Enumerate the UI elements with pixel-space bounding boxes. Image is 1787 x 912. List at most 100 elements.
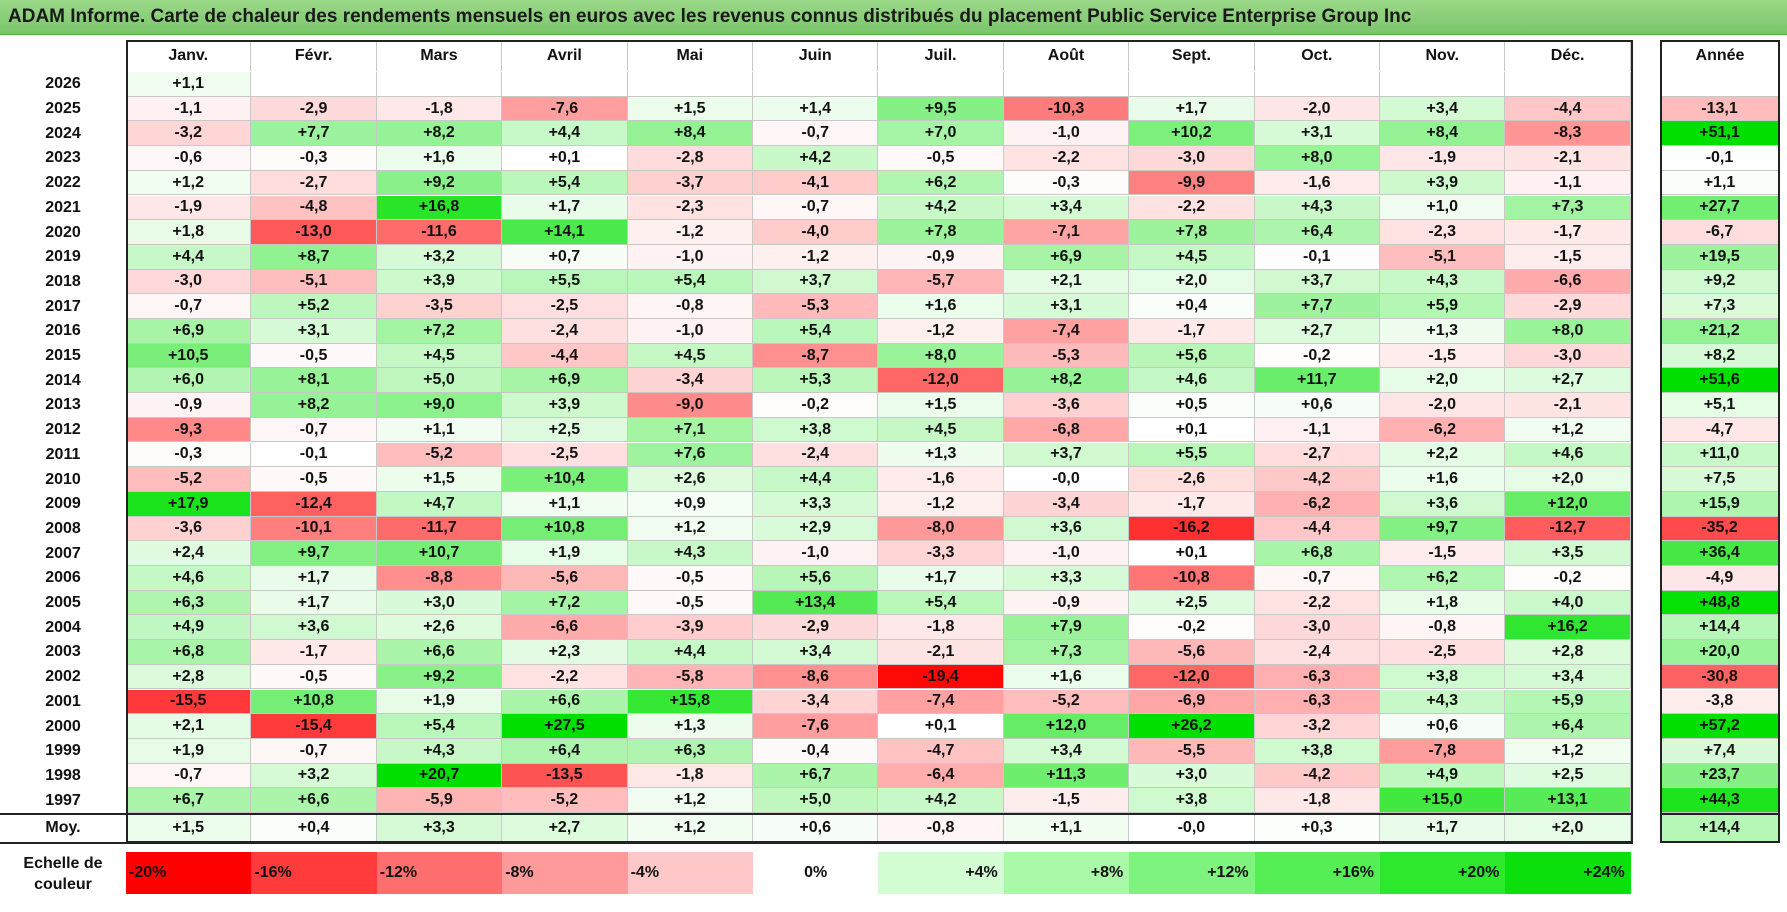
heatmap-cell: +5,4 — [627, 269, 753, 295]
year-label: 2018 — [45, 272, 81, 290]
heatmap-cell: -2,2 — [1129, 195, 1255, 221]
heatmap-cell: -1,1 — [1254, 417, 1380, 443]
heatmap-cell: +10,8 — [251, 689, 377, 715]
annual-cell: +7,4 — [1660, 738, 1780, 764]
heatmap-cell: +3,3 — [753, 491, 879, 517]
color-scale-swatch: +12% — [1129, 852, 1255, 894]
month-header: Mai — [628, 40, 753, 71]
average-label: Moy. — [45, 819, 81, 836]
heatmap-cell: +2,7 — [1505, 368, 1631, 394]
heatmap-cell: +6,6 — [502, 689, 628, 715]
annual-cell: +7,3 — [1660, 294, 1780, 319]
heatmap-cell: +0,1 — [1129, 541, 1255, 566]
heatmap-cell: -8,6 — [753, 664, 879, 690]
heatmap-cell: +3,1 — [1003, 294, 1130, 319]
heatmap-cell: +4,0 — [1505, 590, 1631, 616]
heatmap-cell: +4,7 — [376, 491, 503, 517]
heatmap-cell: +20,7 — [376, 763, 503, 789]
heatmap-cell: +7,0 — [878, 121, 1004, 147]
heatmap-cell: +1,7 — [251, 566, 377, 591]
heatmap-cell: -19,4 — [878, 664, 1004, 690]
heatmap-cell: +5,2 — [251, 294, 377, 319]
heatmap-cell: +8,2 — [376, 121, 503, 147]
year-label: 2004 — [45, 618, 81, 636]
color-scale-swatch: -12% — [376, 852, 503, 894]
heatmap-cell: -9,3 — [126, 417, 252, 443]
heatmap-cell: -1,9 — [1380, 146, 1506, 171]
heatmap-cell: +2,8 — [126, 664, 252, 690]
heatmap-cell: -2,3 — [627, 195, 753, 221]
heatmap-cell: +2,2 — [1380, 442, 1506, 468]
heatmap-cell: -0,6 — [126, 146, 252, 171]
heatmap-cell: +6,4 — [502, 738, 628, 764]
annual-cell: +5,1 — [1660, 393, 1780, 418]
heatmap-cell — [1254, 72, 1380, 97]
year-label: 2016 — [45, 322, 81, 340]
heatmap-cell: +7,7 — [1254, 294, 1380, 319]
heatmap-cell: -8,7 — [753, 343, 879, 369]
annual-cell: +57,2 — [1660, 714, 1780, 739]
heatmap-cell: -3,0 — [1505, 343, 1631, 369]
heatmap-cell: +3,2 — [376, 244, 503, 270]
heatmap-cell: +8,0 — [1254, 146, 1380, 171]
heatmap-cell: +2,7 — [1254, 319, 1380, 344]
heatmap-cell: -1,1 — [1505, 170, 1631, 196]
annual-cell: +48,8 — [1660, 590, 1780, 616]
heatmap-cell: -2,8 — [627, 146, 753, 171]
heatmap-cell: -4,4 — [1254, 516, 1380, 542]
heatmap-cell: +2,6 — [376, 615, 503, 641]
heatmap-cell: +10,2 — [1129, 121, 1255, 147]
heatmap-cell: +1,5 — [878, 393, 1004, 418]
month-header: Avril — [502, 40, 628, 71]
heatmap-cell: -0,9 — [126, 393, 252, 418]
heatmap-cell: -2,5 — [1380, 640, 1506, 665]
year-label: 2001 — [45, 692, 81, 710]
heatmap-cell: +5,0 — [376, 368, 503, 394]
heatmap-cell: +8,0 — [878, 343, 1004, 369]
average-annual-cell: +14,4 — [1660, 814, 1780, 842]
average-cell: +0,6 — [753, 814, 879, 842]
heatmap-cell: -1,7 — [1505, 220, 1631, 245]
heatmap-cell: -5,9 — [376, 788, 503, 813]
heatmap-cell: -0,5 — [251, 664, 377, 690]
heatmap-cell: -2,1 — [1505, 146, 1631, 171]
heatmap-cell: +9,2 — [376, 664, 503, 690]
heatmap-cell: +26,2 — [1129, 714, 1255, 739]
heatmap-cell: -5,8 — [627, 664, 753, 690]
heatmap-cell — [753, 72, 879, 97]
heatmap-cell: +4,2 — [878, 195, 1004, 221]
average-cell: +0,3 — [1254, 814, 1380, 842]
heatmap-cell: -5,3 — [753, 294, 879, 319]
heatmap-cell: +0,5 — [1129, 393, 1255, 418]
heatmap-cell: +6,8 — [1254, 541, 1380, 566]
heatmap-cell: -9,0 — [627, 393, 753, 418]
heatmap-cell: -7,6 — [753, 714, 879, 739]
annual-cell: +15,9 — [1660, 491, 1780, 517]
heatmap-cell: +5,6 — [1129, 343, 1255, 369]
average-cell: +1,1 — [1003, 814, 1130, 842]
heatmap-cell: +4,6 — [1129, 368, 1255, 394]
heatmap-cell: +5,5 — [502, 269, 628, 295]
heatmap-cell: -8,0 — [878, 516, 1004, 542]
heatmap-cell: +1,3 — [878, 442, 1004, 468]
heatmap-cell: +1,1 — [376, 417, 503, 443]
heatmap-cell: -5,7 — [878, 269, 1004, 295]
heatmap-cell: -1,0 — [627, 319, 753, 344]
heatmap-cell: +1,2 — [1505, 738, 1631, 764]
heatmap-cell: -12,7 — [1505, 516, 1631, 542]
annual-cell: +20,0 — [1660, 640, 1780, 665]
month-header: Janv. — [126, 40, 252, 71]
heatmap-cell: +7,8 — [1129, 220, 1255, 245]
heatmap-cell: -1,0 — [1003, 121, 1130, 147]
heatmap-cell: +3,8 — [1380, 664, 1506, 690]
heatmap-cell: +3,4 — [1505, 664, 1631, 690]
heatmap-cell: -3,6 — [126, 516, 252, 542]
chart-title: ADAM Informe. Carte de chaleur des rende… — [8, 6, 1412, 27]
heatmap-cell: +3,2 — [251, 763, 377, 789]
year-label: 2013 — [45, 396, 81, 414]
color-scale-swatch: +4% — [878, 852, 1004, 894]
heatmap-cell: +3,0 — [1129, 763, 1255, 789]
heatmap-cell: -10,1 — [251, 516, 377, 542]
heatmap-cell: -1,2 — [627, 220, 753, 245]
heatmap-cell: -3,4 — [753, 689, 879, 715]
